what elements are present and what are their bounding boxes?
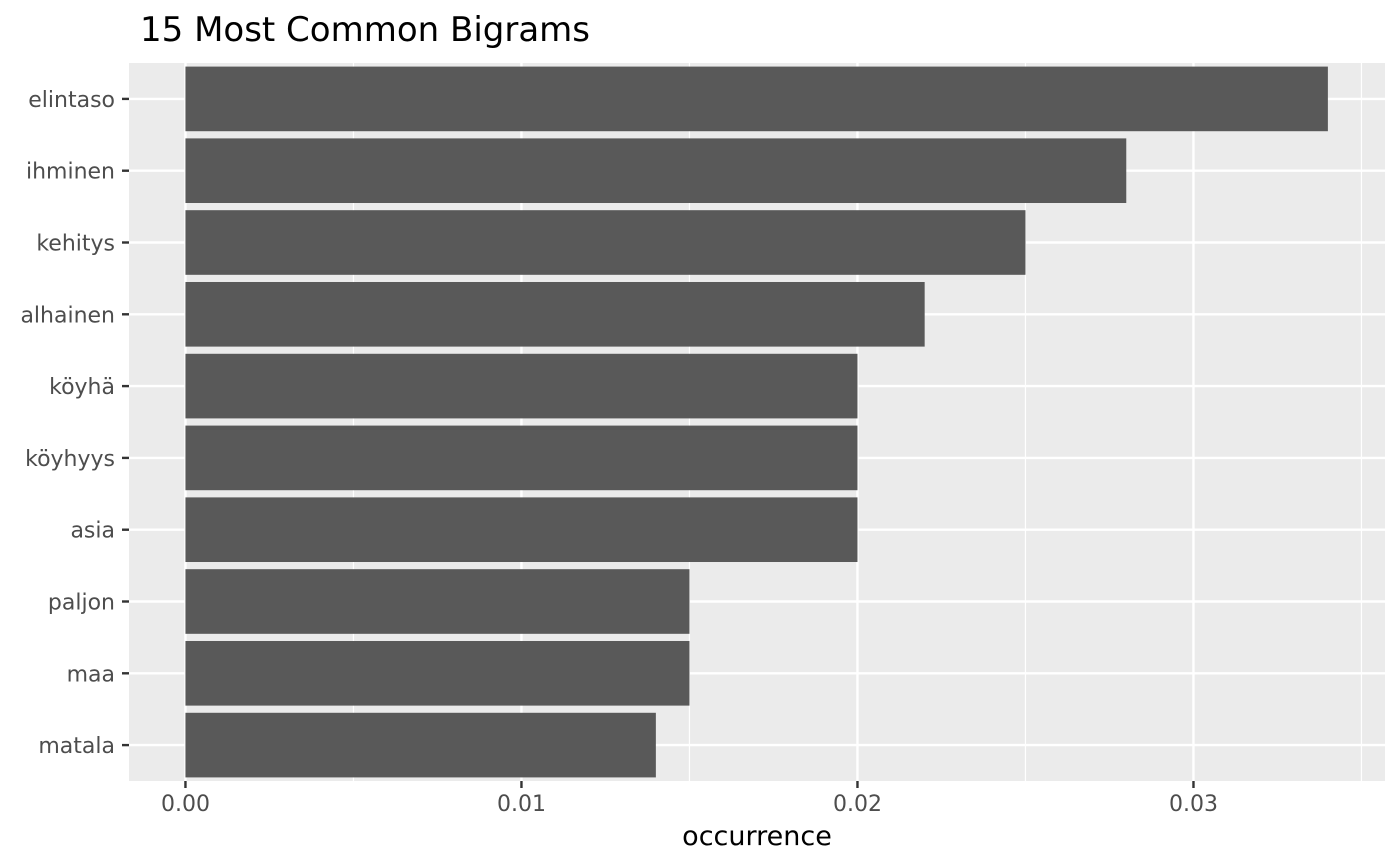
y-axis: elintaso ihminen kehitys alhainen köyhä köyhy… bbox=[20, 88, 129, 759]
y-tick-label: köyhä bbox=[49, 375, 115, 400]
bar-elintaso bbox=[185, 66, 1328, 132]
y-tick-label: maa bbox=[67, 662, 115, 687]
y-tick-label: paljon bbox=[48, 591, 115, 616]
x-tick-label: 0.00 bbox=[161, 792, 210, 817]
bar-maa bbox=[185, 640, 690, 706]
bar-ihminen bbox=[185, 138, 1127, 204]
y-tick-label: matala bbox=[38, 734, 115, 759]
bar-köyhyys bbox=[185, 425, 858, 491]
bar-matala bbox=[185, 712, 656, 778]
y-tick-label: kehitys bbox=[36, 232, 115, 257]
x-tick-label: 0.03 bbox=[1169, 792, 1218, 817]
x-tick-label: 0.01 bbox=[497, 792, 546, 817]
bar-kehitys bbox=[185, 210, 1026, 275]
x-axis: 0.00 0.01 0.02 0.03 bbox=[161, 781, 1218, 817]
x-axis-title: occurrence bbox=[682, 821, 832, 852]
y-tick-label: asia bbox=[70, 519, 115, 544]
bars bbox=[185, 66, 1328, 778]
y-tick-label: alhainen bbox=[20, 303, 115, 328]
y-tick-label: elintaso bbox=[28, 88, 115, 113]
bar-köyhä bbox=[185, 353, 858, 419]
y-tick-label: ihminen bbox=[26, 160, 115, 185]
bar-asia bbox=[185, 497, 858, 563]
y-tick-label: köyhyys bbox=[25, 447, 115, 472]
chart-title: 15 Most Common Bigrams bbox=[140, 10, 590, 50]
bar-paljon bbox=[185, 569, 690, 634]
x-tick-label: 0.02 bbox=[833, 792, 882, 817]
bar-alhainen bbox=[185, 281, 925, 347]
